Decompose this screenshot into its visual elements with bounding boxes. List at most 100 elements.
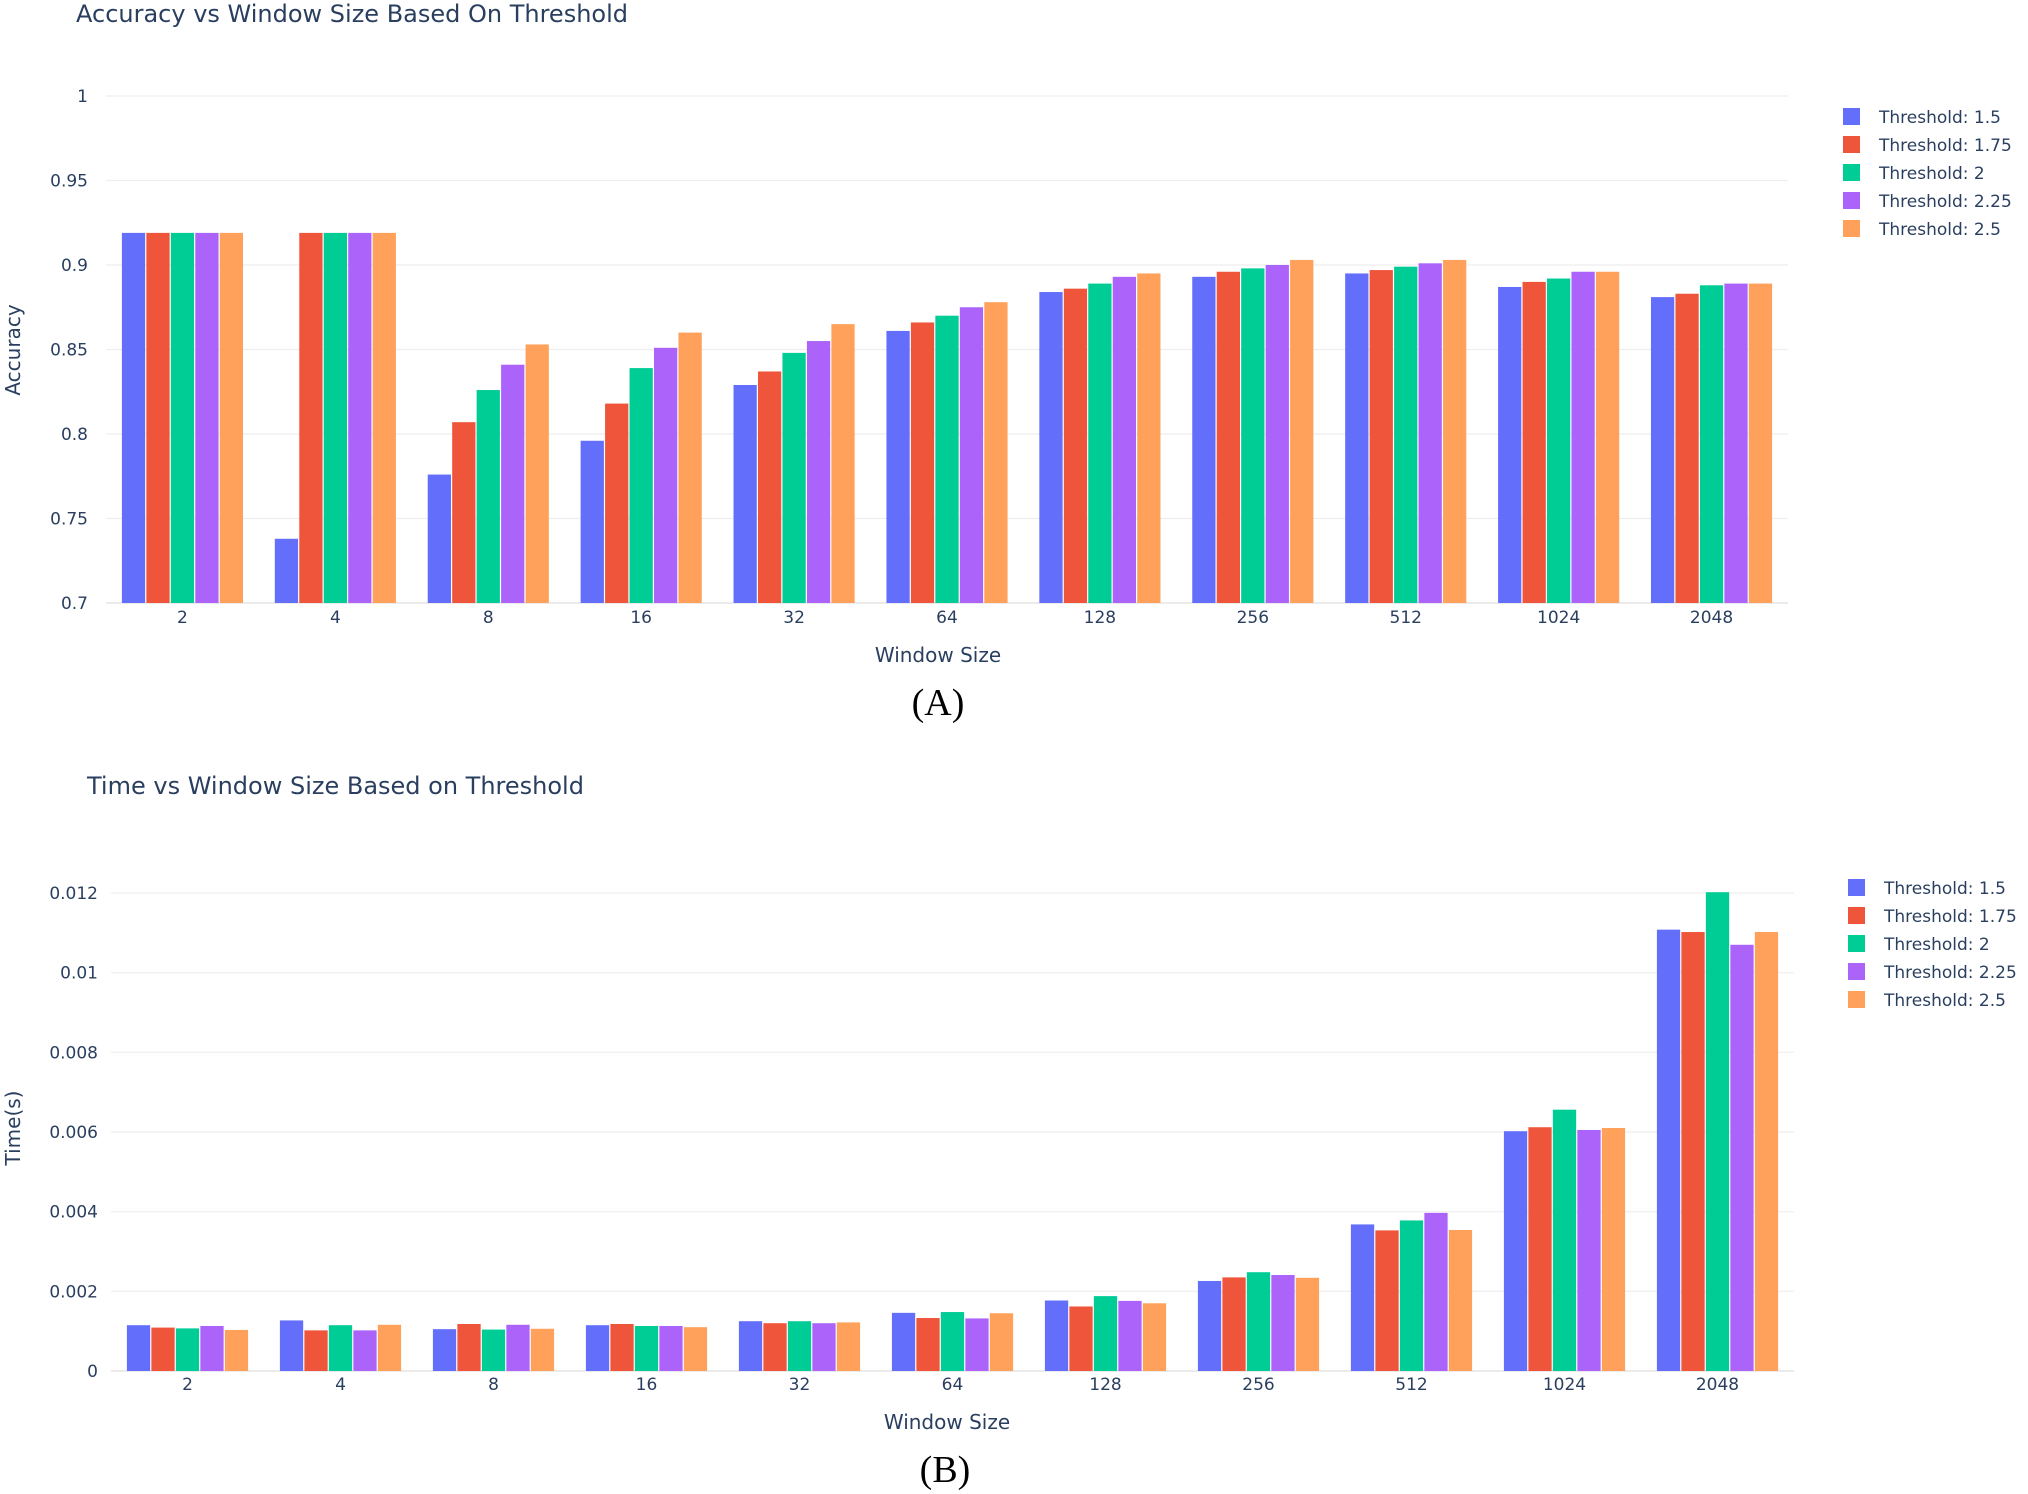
accuracy-chart-caption: (A)	[912, 682, 965, 724]
accuracy-bar-128-series-1	[1039, 292, 1063, 603]
accuracy-legend-swatch[interactable]	[1843, 192, 1860, 209]
accuracy-legend-swatch[interactable]	[1843, 220, 1860, 237]
time-bar-1024-series-3	[1552, 1109, 1577, 1371]
time-legend-label[interactable]: Threshold: 1.5	[1883, 879, 2006, 899]
time-bar-512-series-1	[1350, 1224, 1375, 1371]
time-legend-label[interactable]: Threshold: 1.75	[1883, 907, 2017, 927]
time-x-tick-label: 2048	[1696, 1375, 1739, 1395]
time-legend-swatch[interactable]	[1848, 907, 1865, 924]
accuracy-chart: Accuracy vs Window Size Based On Thresho…	[1, 0, 2012, 724]
time-bar-2048-series-4	[1730, 944, 1754, 1371]
time-bar-4-series-5	[377, 1324, 402, 1371]
accuracy-x-tick-label: 1024	[1537, 608, 1580, 628]
accuracy-chart-x-axis-label: Window Size	[875, 643, 1001, 667]
accuracy-bar-64-series-5	[984, 302, 1008, 603]
accuracy-x-tick-label: 32	[783, 608, 805, 628]
time-legend-label[interactable]: Threshold: 2	[1883, 935, 1990, 955]
accuracy-x-tick-label: 2	[177, 608, 188, 628]
accuracy-bar-2-series-1	[121, 232, 146, 603]
time-chart-y-ticks: 0 0.002 0.004 0.006 0.008 0.01 0.012	[49, 884, 98, 1382]
accuracy-bar-1024-series-4	[1571, 271, 1595, 603]
time-bar-128-series-5	[1142, 1303, 1167, 1371]
accuracy-bar-8-series-5	[525, 344, 549, 603]
accuracy-legend-swatch[interactable]	[1843, 164, 1860, 181]
time-bar-512-series-4	[1424, 1212, 1448, 1371]
time-y-tick-label: 0.002	[49, 1282, 98, 1302]
time-chart-title: Time vs Window Size Based on Threshold	[86, 772, 584, 800]
time-bar-16-series-4	[659, 1325, 683, 1371]
accuracy-bar-1024-series-3	[1547, 278, 1571, 603]
time-bar-8-series-2	[457, 1323, 481, 1371]
accuracy-bar-512-series-3	[1394, 266, 1418, 603]
accuracy-bar-64-series-2	[910, 322, 935, 603]
accuracy-x-tick-label: 8	[483, 608, 494, 628]
accuracy-y-tick-label: 0.85	[50, 341, 88, 361]
time-bar-64-series-5	[989, 1313, 1014, 1371]
accuracy-x-tick-label: 64	[936, 608, 958, 628]
accuracy-chart-x-ticks: 2 4 8 16 32 64 128 256 512 1024 2048	[177, 608, 1733, 628]
time-bar-16-series-2	[610, 1323, 634, 1371]
accuracy-bar-4-series-2	[299, 232, 323, 603]
accuracy-bar-2048-series-1	[1650, 297, 1675, 603]
time-legend-swatch[interactable]	[1848, 879, 1865, 896]
time-bar-4-series-2	[304, 1330, 328, 1371]
accuracy-bar-64-series-3	[935, 315, 959, 603]
accuracy-bar-16-series-2	[605, 403, 629, 603]
accuracy-bar-128-series-5	[1137, 273, 1161, 603]
time-legend-swatch[interactable]	[1848, 963, 1865, 980]
accuracy-legend-swatch[interactable]	[1843, 108, 1860, 125]
time-bar-1024-series-4	[1577, 1130, 1601, 1371]
time-y-tick-label: 0.012	[49, 884, 98, 904]
accuracy-bar-8-series-2	[452, 422, 476, 603]
time-bar-64-series-4	[965, 1318, 989, 1371]
accuracy-legend-label[interactable]: Threshold: 2.5	[1878, 220, 2001, 240]
time-bar-8-series-1	[432, 1329, 457, 1371]
time-bar-2-series-5	[224, 1329, 249, 1371]
accuracy-bar-2-series-4	[195, 232, 219, 603]
time-bar-2-series-4	[200, 1325, 224, 1371]
time-bar-8-series-4	[506, 1324, 530, 1371]
time-y-tick-label: 0.008	[49, 1043, 98, 1063]
time-legend-swatch[interactable]	[1848, 935, 1865, 952]
accuracy-bar-512-series-2	[1369, 270, 1393, 603]
accuracy-bar-128-series-2	[1063, 288, 1088, 603]
accuracy-x-tick-label: 256	[1237, 608, 1269, 628]
time-legend-swatch[interactable]	[1848, 991, 1865, 1008]
accuracy-bar-4-series-5	[372, 232, 396, 603]
accuracy-legend-label[interactable]: Threshold: 1.5	[1878, 108, 2001, 128]
accuracy-bar-2048-series-2	[1675, 293, 1699, 603]
time-bar-32-series-4	[812, 1323, 836, 1371]
accuracy-bar-4-series-1	[274, 538, 299, 603]
accuracy-y-tick-label: 0.95	[50, 172, 88, 192]
time-bar-8-series-5	[530, 1328, 555, 1371]
accuracy-bar-1024-series-2	[1522, 281, 1546, 603]
time-y-tick-label: 0.004	[49, 1203, 98, 1223]
time-bar-256-series-5	[1295, 1277, 1320, 1371]
time-x-tick-label: 512	[1395, 1375, 1427, 1395]
time-chart-bars	[126, 892, 1779, 1371]
time-bar-4-series-4	[353, 1330, 377, 1371]
time-bar-32-series-5	[836, 1322, 861, 1371]
accuracy-legend-swatch[interactable]	[1843, 136, 1860, 153]
accuracy-chart-bars	[121, 232, 1773, 603]
time-bar-2048-series-1	[1656, 929, 1681, 1371]
accuracy-y-tick-label: 0.75	[50, 510, 88, 530]
accuracy-x-tick-label: 4	[330, 608, 341, 628]
time-x-tick-label: 128	[1089, 1375, 1121, 1395]
accuracy-y-tick-label: 0.7	[61, 594, 88, 614]
time-x-tick-label: 8	[488, 1375, 499, 1395]
accuracy-legend-label[interactable]: Threshold: 1.75	[1878, 136, 2012, 156]
accuracy-legend-label[interactable]: Threshold: 2.25	[1878, 192, 2012, 212]
time-legend-label[interactable]: Threshold: 2.25	[1883, 963, 2017, 983]
time-legend-label[interactable]: Threshold: 2.5	[1883, 991, 2006, 1011]
accuracy-bar-256-series-3	[1241, 268, 1265, 603]
accuracy-bar-2-series-2	[146, 232, 170, 603]
accuracy-bar-4-series-3	[323, 232, 347, 603]
time-bar-32-series-3	[787, 1321, 812, 1371]
accuracy-legend-label[interactable]: Threshold: 2	[1878, 164, 1985, 184]
accuracy-bar-8-series-3	[476, 390, 500, 603]
time-bar-1024-series-5	[1601, 1128, 1626, 1371]
accuracy-bar-2048-series-4	[1724, 283, 1748, 603]
time-y-tick-label: 0.006	[49, 1123, 98, 1143]
